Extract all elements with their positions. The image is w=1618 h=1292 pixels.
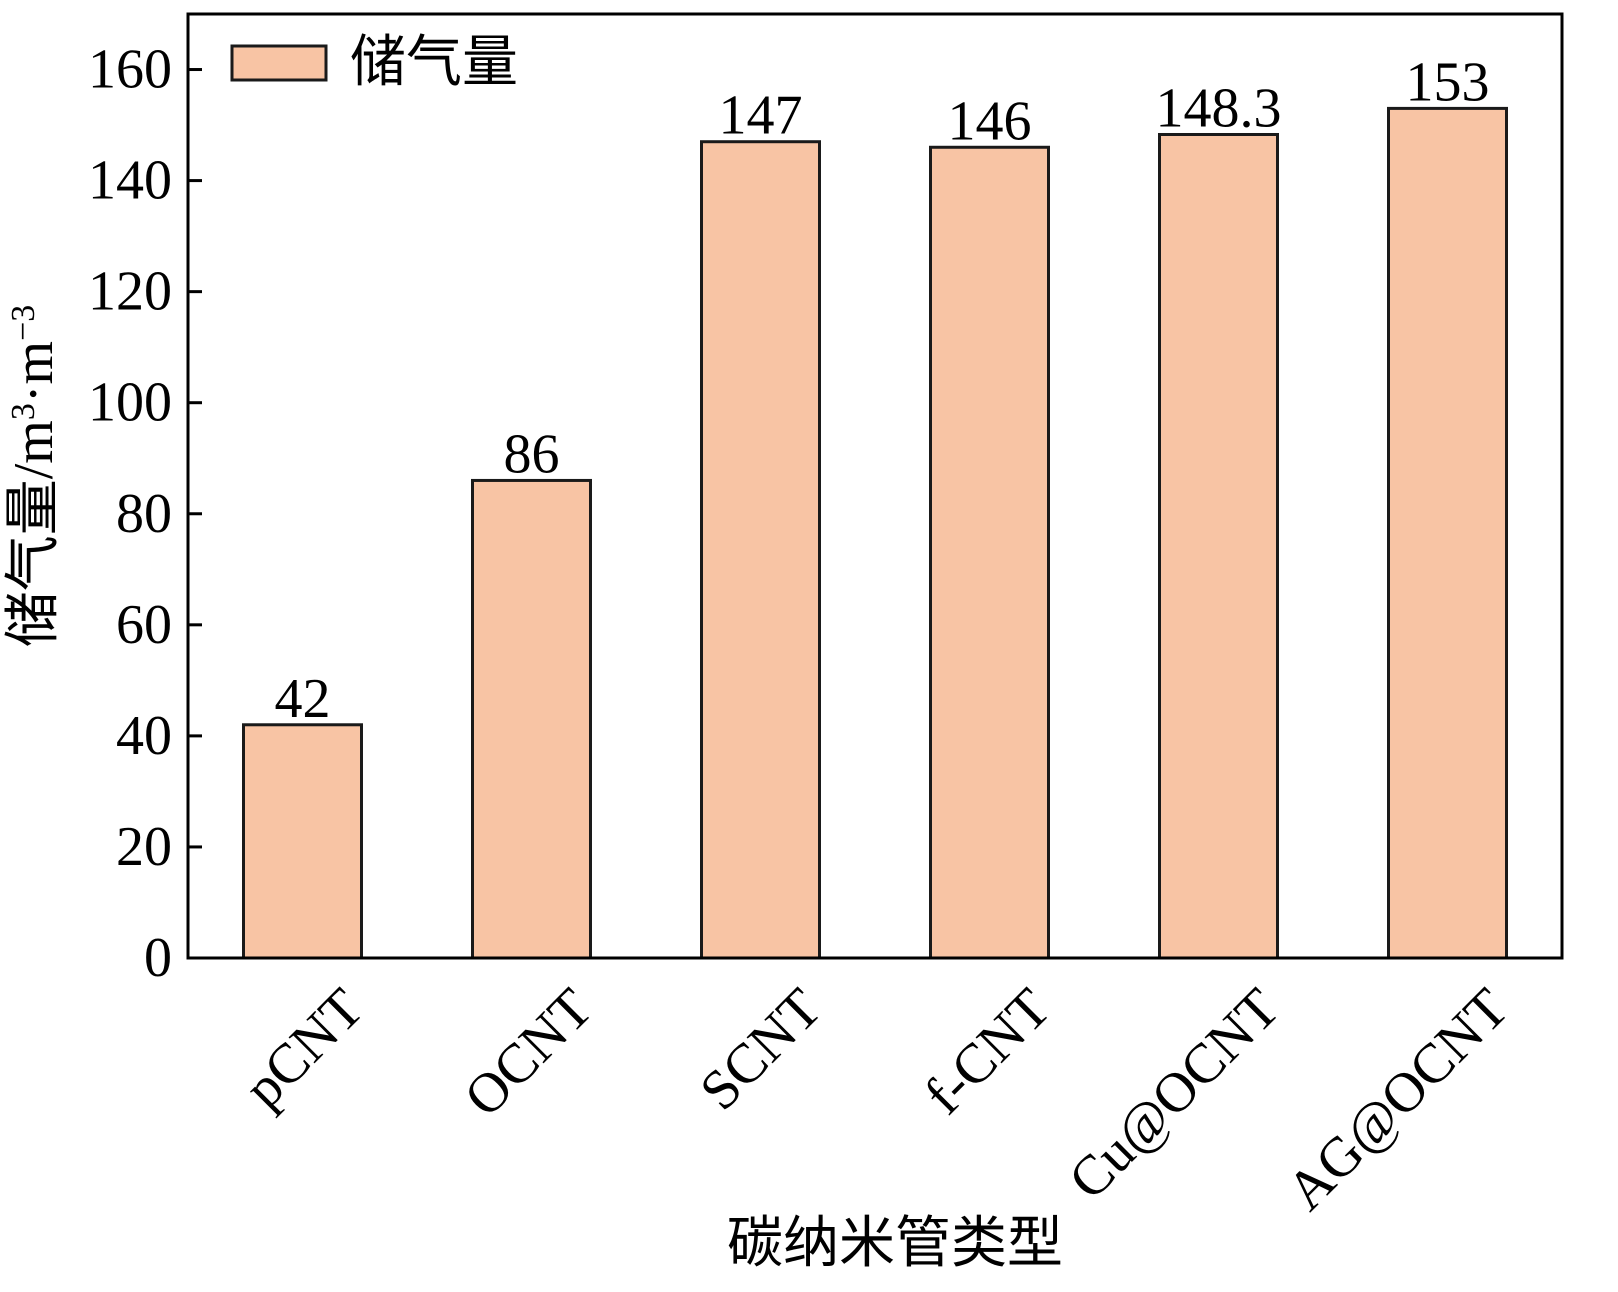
x-tick-label: AG@OCNT — [1275, 977, 1520, 1222]
bar-SCNT — [700, 140, 821, 960]
bar-value-label: 86 — [504, 423, 560, 485]
legend: 储气量 — [230, 32, 518, 94]
y-axis-title-sup1: 3 — [5, 403, 42, 420]
bar-value-label: 42 — [275, 668, 331, 730]
y-tick-label: 0 — [144, 927, 172, 989]
plot-frame — [186, 12, 1564, 960]
y-tick-label: 120 — [88, 261, 172, 323]
x-tick-label: SCNT — [688, 977, 833, 1122]
y-axis-title: 储气量/m3·m−3 — [3, 305, 65, 648]
y-tick-label: 160 — [88, 39, 172, 101]
bar-pCNT — [242, 723, 363, 960]
bar-value-label: 153 — [1406, 51, 1490, 113]
bar-f-CNT — [929, 145, 1050, 960]
y-tick-label: 80 — [116, 483, 172, 545]
y-axis-title-main: 储气量/m — [3, 420, 65, 647]
x-axis-title: 碳纳米管类型 — [727, 1213, 1063, 1275]
legend-label: 储气量 — [350, 32, 518, 94]
bar-value-label: 148.3 — [1156, 77, 1282, 139]
bar-value-label: 147 — [719, 85, 803, 147]
x-tick-label: OCNT — [453, 977, 605, 1129]
y-tick-label: 20 — [116, 816, 172, 878]
bar-AG@OCNT — [1387, 106, 1508, 960]
x-tick-label: Cu@OCNT — [1057, 977, 1291, 1211]
y-tick-label: 40 — [116, 705, 172, 767]
y-tick-label: 100 — [88, 372, 172, 434]
bar-OCNT — [471, 478, 592, 960]
legend-swatch — [230, 44, 328, 82]
y-axis-title-mid: ·m — [3, 341, 65, 403]
y-tick-label: 140 — [88, 150, 172, 212]
x-tick-label: pCNT — [233, 977, 376, 1120]
bar-value-label: 146 — [948, 90, 1032, 152]
x-tick-label: f-CNT — [913, 977, 1062, 1126]
y-tick-label: 60 — [116, 594, 172, 656]
bar-Cu@OCNT — [1158, 132, 1279, 960]
y-axis-title-sup2: −3 — [5, 305, 42, 341]
